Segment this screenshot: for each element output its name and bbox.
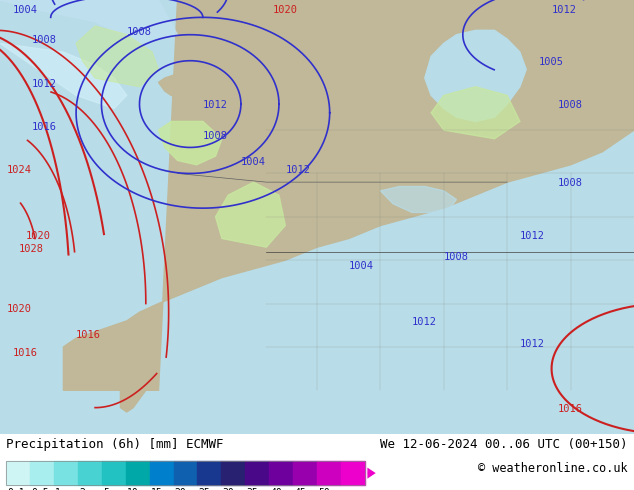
Polygon shape xyxy=(76,26,158,87)
Polygon shape xyxy=(425,30,526,122)
Text: 1008: 1008 xyxy=(558,100,583,110)
Bar xyxy=(245,461,269,486)
Bar xyxy=(340,461,365,486)
Text: 1008: 1008 xyxy=(558,178,583,189)
Text: 1: 1 xyxy=(55,489,61,490)
Text: 0.5: 0.5 xyxy=(32,489,49,490)
Text: 25: 25 xyxy=(198,489,210,490)
Text: 1012: 1012 xyxy=(552,5,576,15)
Text: 30: 30 xyxy=(223,489,234,490)
Text: 5: 5 xyxy=(103,489,109,490)
Text: 15: 15 xyxy=(151,489,162,490)
Text: We 12-06-2024 00..06 UTC (00+150): We 12-06-2024 00..06 UTC (00+150) xyxy=(380,438,628,451)
Text: 0.1: 0.1 xyxy=(8,489,25,490)
Text: 1020: 1020 xyxy=(273,5,297,15)
Text: 1004: 1004 xyxy=(13,5,37,15)
Text: 1004: 1004 xyxy=(241,157,266,167)
Polygon shape xyxy=(0,44,127,108)
Text: 1005: 1005 xyxy=(539,57,564,67)
Polygon shape xyxy=(380,187,456,213)
Text: 1012: 1012 xyxy=(520,230,545,241)
Text: 1008: 1008 xyxy=(203,131,228,141)
Bar xyxy=(54,461,78,486)
Text: 1012: 1012 xyxy=(285,166,310,175)
Text: 1020: 1020 xyxy=(25,230,50,241)
Bar xyxy=(150,461,174,486)
Bar xyxy=(269,461,293,486)
Text: 1012: 1012 xyxy=(203,100,228,110)
Text: 20: 20 xyxy=(175,489,186,490)
Text: 1008: 1008 xyxy=(32,35,56,46)
Polygon shape xyxy=(120,347,158,412)
Text: 1016: 1016 xyxy=(32,122,56,132)
Text: 1020: 1020 xyxy=(6,304,31,314)
Text: Precipitation (6h) [mm] ECMWF: Precipitation (6h) [mm] ECMWF xyxy=(6,438,224,451)
Bar xyxy=(78,461,102,486)
Bar xyxy=(6,461,365,486)
Bar xyxy=(221,461,245,486)
Text: 1028: 1028 xyxy=(19,244,44,253)
Text: 1008: 1008 xyxy=(444,252,469,262)
Text: 1004: 1004 xyxy=(349,261,373,271)
Text: 1016: 1016 xyxy=(13,347,37,358)
Bar xyxy=(6,461,30,486)
Text: 50: 50 xyxy=(318,489,330,490)
Text: 10: 10 xyxy=(127,489,139,490)
Text: 1016: 1016 xyxy=(558,404,583,414)
Text: 1012: 1012 xyxy=(32,79,56,89)
Polygon shape xyxy=(158,122,222,165)
Text: 1016: 1016 xyxy=(76,330,101,340)
Polygon shape xyxy=(431,87,520,139)
Bar xyxy=(126,461,150,486)
Text: 40: 40 xyxy=(270,489,282,490)
Polygon shape xyxy=(63,0,634,390)
Text: 2: 2 xyxy=(79,489,85,490)
Text: 1008: 1008 xyxy=(127,26,152,37)
Bar xyxy=(293,461,317,486)
Text: 1024: 1024 xyxy=(6,166,31,175)
Bar xyxy=(102,461,126,486)
Bar xyxy=(317,461,340,486)
Text: 1012: 1012 xyxy=(412,317,437,327)
Text: 35: 35 xyxy=(247,489,258,490)
Bar xyxy=(174,461,197,486)
Text: 45: 45 xyxy=(294,489,306,490)
Polygon shape xyxy=(0,0,178,44)
Bar xyxy=(197,461,221,486)
Polygon shape xyxy=(254,295,380,347)
Text: © weatheronline.co.uk: © weatheronline.co.uk xyxy=(478,462,628,475)
Bar xyxy=(30,461,54,486)
Polygon shape xyxy=(216,182,285,247)
Text: 1012: 1012 xyxy=(520,339,545,349)
Polygon shape xyxy=(158,74,184,96)
